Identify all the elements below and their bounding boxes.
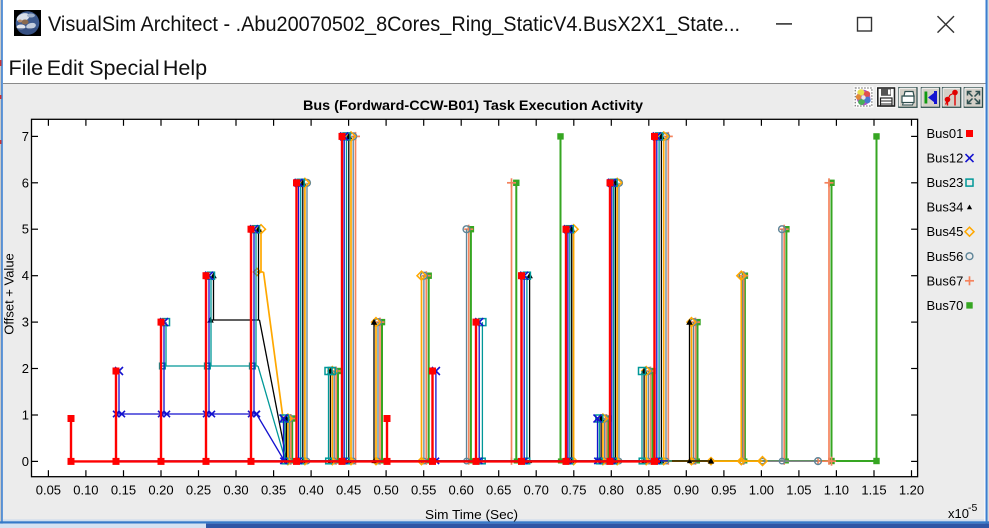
svg-text:Bus12: Bus12 <box>927 151 964 166</box>
svg-text:0.95: 0.95 <box>711 483 736 498</box>
svg-text:Sim Time (Sec): Sim Time (Sec) <box>425 507 518 522</box>
svg-text:0.65: 0.65 <box>486 483 511 498</box>
svg-text:1.05: 1.05 <box>786 483 811 498</box>
svg-text:0.25: 0.25 <box>186 483 211 498</box>
svg-text:Bus23: Bus23 <box>927 175 964 190</box>
svg-text:4: 4 <box>22 268 29 283</box>
svg-text:-5: -5 <box>968 502 977 514</box>
svg-text:0.90: 0.90 <box>674 483 699 498</box>
svg-text:Bus01: Bus01 <box>927 126 964 141</box>
svg-text:Bus56: Bus56 <box>927 249 964 264</box>
svg-text:2: 2 <box>22 361 29 376</box>
svg-text:0.10: 0.10 <box>73 483 98 498</box>
svg-text:0.30: 0.30 <box>223 483 248 498</box>
svg-text:7: 7 <box>22 129 29 144</box>
svg-text:1.10: 1.10 <box>824 483 849 498</box>
svg-text:1.20: 1.20 <box>899 483 924 498</box>
svg-text:0.20: 0.20 <box>148 483 173 498</box>
svg-text:Bus67: Bus67 <box>927 273 964 288</box>
svg-text:0.45: 0.45 <box>336 483 361 498</box>
svg-text:0.85: 0.85 <box>636 483 661 498</box>
svg-text:Bus34: Bus34 <box>927 200 964 215</box>
svg-text:0.35: 0.35 <box>261 483 286 498</box>
svg-text:5: 5 <box>22 222 29 237</box>
svg-text:0.50: 0.50 <box>373 483 398 498</box>
svg-text:Bus (Fordward-CCW-B01) Task Ex: Bus (Fordward-CCW-B01) Task Execution Ac… <box>303 97 643 113</box>
svg-text:0.55: 0.55 <box>411 483 436 498</box>
svg-text:0.40: 0.40 <box>298 483 323 498</box>
svg-text:0.05: 0.05 <box>36 483 61 498</box>
svg-text:Bus45: Bus45 <box>927 224 964 239</box>
svg-text:0.80: 0.80 <box>599 483 624 498</box>
svg-text:Edit: Edit <box>47 56 84 80</box>
svg-text:3: 3 <box>22 315 29 330</box>
svg-text:File: File <box>9 56 44 80</box>
svg-text:x10: x10 <box>948 506 969 521</box>
svg-text:VisualSim Architect - .Abu20: VisualSim Architect - .Abu20070502_8Core… <box>48 12 740 36</box>
svg-text:0.15: 0.15 <box>111 483 136 498</box>
svg-text:0.75: 0.75 <box>561 483 586 498</box>
svg-text:Offset + Value: Offset + Value <box>2 253 17 335</box>
svg-text:Help: Help <box>163 56 207 80</box>
svg-text:1: 1 <box>22 408 29 423</box>
svg-text:1.15: 1.15 <box>861 483 886 498</box>
svg-text:Bus70: Bus70 <box>927 298 964 313</box>
svg-text:6: 6 <box>22 175 29 190</box>
svg-text:1.00: 1.00 <box>749 483 774 498</box>
svg-text:0.60: 0.60 <box>449 483 474 498</box>
svg-text:0: 0 <box>22 454 29 469</box>
svg-text:Special: Special <box>89 56 160 80</box>
svg-text:0.70: 0.70 <box>524 483 549 498</box>
